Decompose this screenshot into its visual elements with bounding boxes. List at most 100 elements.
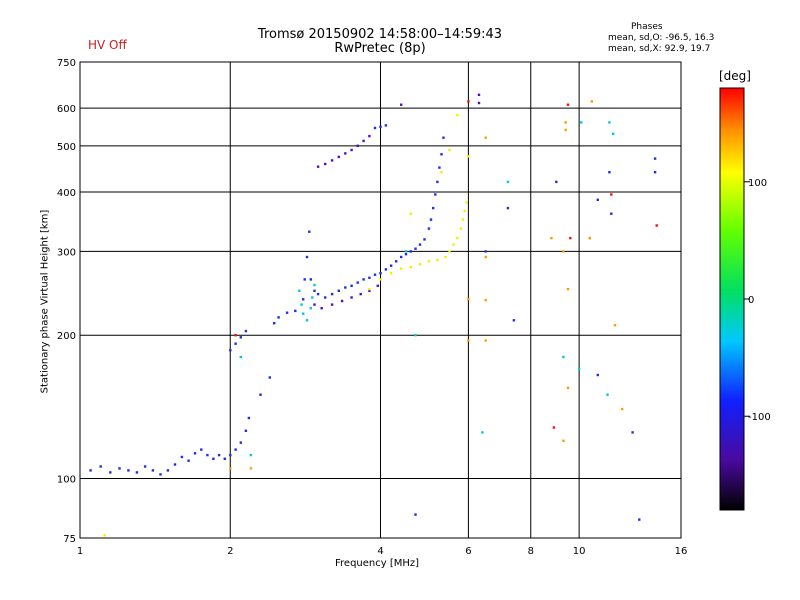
data-point — [359, 292, 362, 296]
data-point — [436, 180, 439, 184]
data-point — [259, 393, 262, 396]
data-point — [277, 316, 280, 319]
data-point — [362, 278, 365, 281]
y-tick-label: 300 — [57, 247, 76, 258]
phases-title: Phases — [631, 22, 663, 32]
data-point — [590, 100, 593, 103]
data-point — [212, 457, 215, 460]
data-point — [350, 296, 353, 299]
x-tick-label: 1 — [77, 546, 83, 557]
data-point — [569, 236, 572, 240]
data-point — [655, 224, 658, 227]
data-point — [418, 263, 422, 266]
data-point — [234, 448, 237, 451]
data-point — [135, 471, 139, 474]
data-point — [311, 296, 314, 299]
data-point — [180, 455, 184, 459]
data-point — [389, 264, 393, 267]
data-point — [247, 416, 251, 420]
data-point — [285, 311, 289, 314]
data-point — [239, 336, 242, 339]
data-point — [302, 312, 305, 315]
data-point — [320, 307, 323, 310]
data-point — [303, 278, 306, 281]
y-tick-label: 750 — [57, 58, 76, 69]
data-point — [423, 238, 426, 241]
colorbar-tick-label: 0 — [748, 295, 754, 306]
data-point — [555, 180, 558, 184]
data-point — [477, 93, 481, 96]
hv-status: HV Off — [88, 38, 127, 52]
data-point — [249, 467, 253, 470]
data-point — [330, 303, 334, 306]
data-point — [239, 441, 242, 444]
data-point — [244, 429, 248, 432]
data-point — [461, 218, 465, 221]
data-point — [552, 426, 556, 429]
data-point — [414, 334, 417, 337]
data-point — [562, 439, 565, 442]
data-point — [330, 159, 334, 162]
data-point — [229, 467, 232, 470]
data-point — [621, 407, 624, 411]
data-point — [368, 276, 371, 279]
y-tick-label: 400 — [57, 188, 76, 199]
data-point — [294, 309, 297, 313]
data-point — [373, 126, 377, 130]
data-point — [562, 355, 565, 359]
phases-x-stats: mean, sd,X: 92.9, 19.7 — [608, 44, 711, 54]
data-point — [550, 236, 553, 240]
data-point — [309, 278, 312, 281]
data-point — [610, 193, 613, 196]
data-point — [404, 253, 408, 256]
data-point — [427, 260, 431, 263]
data-point — [151, 469, 155, 472]
plot-frame — [79, 61, 682, 539]
colorbar-tick-label: 100 — [748, 178, 767, 189]
data-point — [305, 255, 309, 259]
data-point — [324, 296, 327, 299]
data-point — [448, 250, 451, 253]
x-tick-label: 6 — [465, 546, 471, 557]
data-point — [356, 144, 359, 147]
x-tick-label: 10 — [573, 546, 586, 557]
data-point — [368, 134, 371, 138]
data-point — [400, 255, 403, 259]
data-point — [596, 198, 599, 201]
data-point — [187, 459, 190, 462]
data-point — [456, 113, 459, 117]
data-point — [438, 166, 441, 169]
data-point — [613, 324, 617, 327]
data-point — [467, 100, 470, 103]
data-point — [239, 355, 242, 359]
y-tick-label: 100 — [57, 475, 76, 486]
y-tick-label: 600 — [57, 104, 76, 115]
x-axis-label: Frequency [MHz] — [335, 558, 420, 569]
data-point — [313, 303, 316, 306]
data-point — [159, 473, 162, 476]
data-point — [302, 298, 305, 301]
data-point — [456, 236, 459, 240]
colorbar-label: [deg] — [719, 69, 751, 83]
data-point — [484, 339, 487, 342]
data-point — [234, 334, 237, 337]
data-point — [305, 319, 309, 322]
data-point — [588, 236, 591, 240]
data-point — [477, 101, 481, 105]
data-point — [99, 465, 102, 468]
data-point — [316, 292, 320, 296]
data-point — [313, 283, 316, 287]
data-point — [244, 329, 248, 333]
data-point — [368, 287, 371, 291]
data-point — [373, 273, 377, 276]
data-point — [566, 287, 570, 291]
data-point — [356, 281, 359, 284]
data-point — [429, 218, 433, 221]
data-point — [440, 171, 443, 174]
data-point — [400, 103, 403, 106]
data-point — [404, 250, 408, 253]
data-point — [308, 230, 311, 233]
data-point — [229, 349, 232, 352]
data-point — [414, 513, 417, 516]
x-tick-label: 16 — [675, 546, 688, 557]
